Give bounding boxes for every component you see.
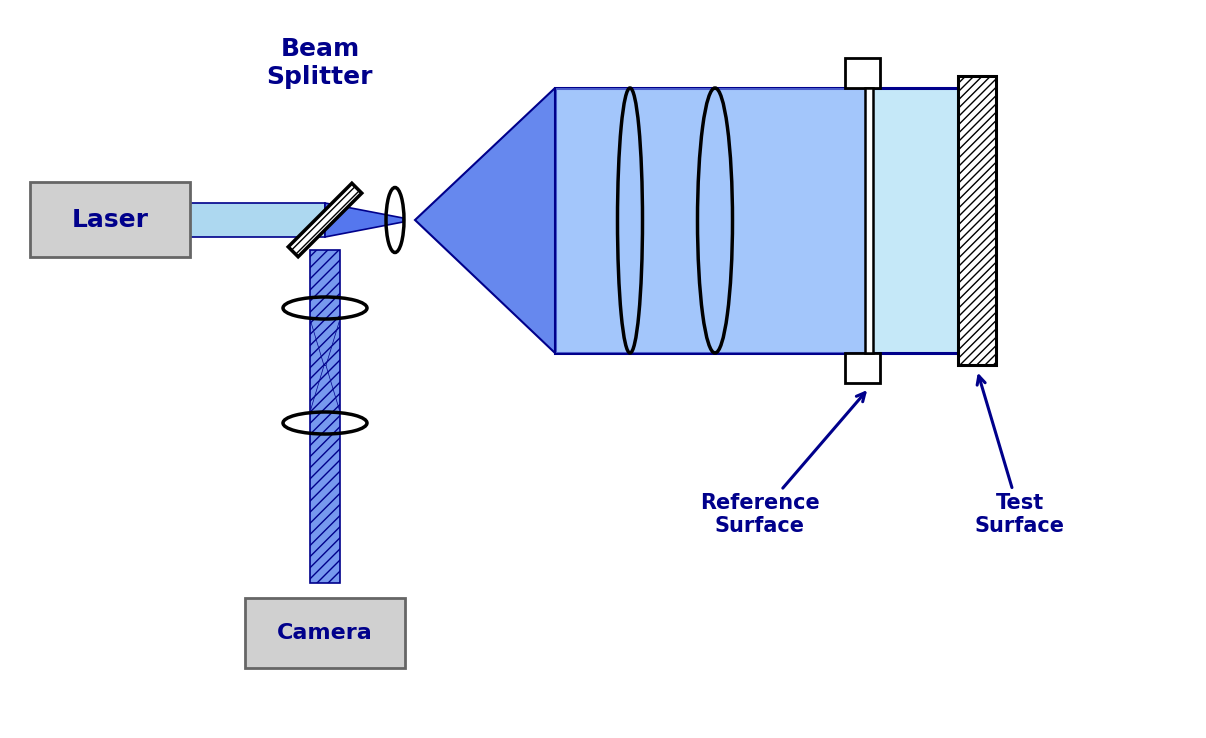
- Text: Laser: Laser: [71, 208, 148, 232]
- Bar: [555, 88, 960, 353]
- Polygon shape: [288, 183, 362, 257]
- Bar: [865, 88, 873, 353]
- Bar: [30, 182, 191, 258]
- Bar: [245, 598, 405, 668]
- Polygon shape: [310, 365, 340, 412]
- Polygon shape: [310, 250, 340, 583]
- Polygon shape: [415, 88, 555, 353]
- Bar: [845, 58, 880, 88]
- Polygon shape: [191, 203, 324, 237]
- Polygon shape: [324, 203, 403, 237]
- Text: Reference
Surface: Reference Surface: [701, 393, 865, 537]
- Polygon shape: [310, 319, 340, 365]
- Bar: [958, 76, 996, 365]
- Text: Test
Surface: Test Surface: [974, 376, 1065, 537]
- Bar: [555, 88, 865, 353]
- Bar: [845, 353, 880, 383]
- Text: Beam
Splitter: Beam Splitter: [267, 37, 373, 89]
- Text: Camera: Camera: [277, 623, 373, 643]
